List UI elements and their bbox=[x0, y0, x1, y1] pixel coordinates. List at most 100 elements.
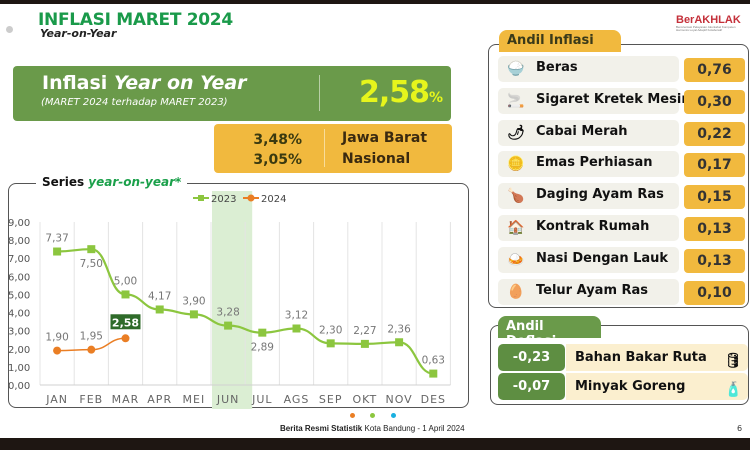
gas-cylinder-icon: 🛢 bbox=[724, 353, 742, 369]
comparison-box: 3,48% 3,05% Jawa Barat Nasional bbox=[214, 124, 452, 173]
andil-inflasi-item: 🏠 Kontrak Rumah 0,13 bbox=[498, 215, 747, 241]
footer-source: Berita Resmi Statistik Kota Bandung - 1 … bbox=[280, 424, 465, 433]
data-point bbox=[189, 310, 198, 319]
item-value: 0,13 bbox=[684, 217, 745, 241]
item-name: 🪙 Emas Perhiasan bbox=[498, 151, 679, 178]
data-label: 2,58 bbox=[112, 316, 139, 329]
item-value: 0,17 bbox=[684, 153, 745, 178]
item-label: Sigaret Kretek Mesin bbox=[536, 91, 691, 107]
x-tick-label: JAN bbox=[45, 393, 68, 406]
y-tick-label: 5,00 bbox=[8, 290, 30, 301]
item-name: Minyak Goreng 🧴 bbox=[566, 373, 748, 400]
andil-inflasi-item: 🥚 Telur Ayam Ras 0,10 bbox=[498, 278, 747, 305]
data-point bbox=[121, 334, 130, 343]
data-point bbox=[360, 339, 369, 348]
data-point bbox=[224, 321, 233, 330]
y-tick-label: 6,00 bbox=[8, 272, 30, 283]
y-tick-label: 0,00 bbox=[8, 381, 30, 392]
x-tick-label: AGS bbox=[284, 393, 310, 406]
data-label: 0,63 bbox=[422, 355, 445, 367]
chicken-meat-icon: 🍗 bbox=[507, 188, 525, 205]
data-label: 5,00 bbox=[114, 275, 137, 287]
data-label: 3,28 bbox=[216, 307, 239, 319]
item-name: 🌶 Cabai Merah bbox=[498, 119, 679, 146]
footer-dot-green bbox=[370, 413, 375, 418]
rice-dish-icon: 🍛 bbox=[507, 251, 525, 268]
value-unit: % bbox=[429, 90, 444, 106]
value-number: 2,58 bbox=[359, 75, 430, 110]
data-label: 4,17 bbox=[148, 290, 171, 302]
page-number: 6 bbox=[737, 424, 743, 433]
andil-inflasi-item: 🪙 Emas Perhiasan 0,17 bbox=[498, 151, 747, 178]
item-label: Beras bbox=[536, 60, 578, 75]
cigarette-pack-icon: 🚬 bbox=[507, 92, 525, 109]
andil-inflasi-item: 🍛 Nasi Dengan Lauk 0,13 bbox=[498, 246, 747, 273]
x-tick-label: SEP bbox=[319, 393, 343, 406]
item-label: Bahan Bakar Ruta bbox=[575, 350, 707, 365]
x-tick-label: APR bbox=[147, 393, 172, 406]
nasional-value: 3,05% bbox=[253, 152, 302, 168]
inflation-value: 2,58% bbox=[359, 75, 443, 110]
item-label: Nasi Dengan Lauk bbox=[536, 250, 669, 266]
yoy-line-chart: 0,00 1,00 2,00 3,00 4,00 5,00 6,00 7,00 8,00 9,00… bbox=[8, 191, 451, 409]
item-name: 🏠 Kontrak Rumah bbox=[498, 215, 679, 241]
item-value: 0,13 bbox=[684, 248, 745, 273]
y-tick-label: 2,00 bbox=[8, 345, 30, 356]
data-label: 1,90 bbox=[45, 332, 68, 344]
egg-icon: 🥚 bbox=[507, 283, 525, 300]
item-name: 🥚 Telur Ayam Ras bbox=[498, 278, 679, 305]
data-point bbox=[53, 247, 62, 256]
data-label: 2,36 bbox=[387, 323, 411, 335]
andil-inflasi-item: 🍚 Beras 0,76 bbox=[498, 56, 747, 82]
data-label: 3,12 bbox=[285, 309, 308, 321]
andil-inflasi-item: 🍗 Daging Ayam Ras 0,15 bbox=[498, 183, 747, 210]
nasional-label: Nasional bbox=[342, 151, 411, 167]
divider bbox=[324, 129, 325, 167]
x-tick-label: JUL bbox=[251, 393, 272, 406]
bottom-bar bbox=[0, 438, 750, 450]
chart-title-italic: year-on-year* bbox=[88, 175, 182, 189]
data-label: 7,50 bbox=[80, 258, 103, 270]
yoy-inflation-banner: Inflasi Year on Year (MARET 2024 terhada… bbox=[13, 66, 451, 121]
data-label: 2,89 bbox=[251, 342, 274, 354]
item-name: Bahan Bakar Ruta 🛢 bbox=[566, 344, 748, 371]
item-label: Kontrak Rumah bbox=[536, 219, 650, 234]
legend-label: 2024 bbox=[261, 194, 286, 205]
data-point bbox=[292, 324, 301, 333]
chart-title: Series year-on-year* bbox=[36, 175, 188, 189]
data-point bbox=[326, 339, 335, 348]
banner-heading: Inflasi Year on Year bbox=[42, 72, 247, 94]
logo-text: BerAKHLAK bbox=[676, 14, 741, 26]
data-point bbox=[155, 305, 164, 314]
item-label: Telur Ayam Ras bbox=[536, 282, 649, 298]
item-label: Minyak Goreng bbox=[575, 379, 686, 394]
item-name: 🍚 Beras bbox=[498, 56, 679, 82]
jabar-value: 3,48% bbox=[253, 132, 302, 148]
x-tick-label: OKT bbox=[353, 393, 378, 406]
x-tick-label: NOV bbox=[385, 393, 412, 406]
data-label: 3,90 bbox=[182, 295, 205, 307]
item-name: 🍛 Nasi Dengan Lauk bbox=[498, 246, 679, 273]
bullet-dot bbox=[6, 26, 13, 33]
page-title: INFLASI MARET 2024 bbox=[38, 10, 233, 30]
data-label: 2,27 bbox=[353, 325, 376, 337]
item-label: Cabai Merah bbox=[536, 123, 628, 139]
cooking-oil-icon: 🧴 bbox=[724, 382, 742, 398]
data-point bbox=[53, 346, 62, 355]
item-label: Daging Ayam Ras bbox=[536, 187, 664, 203]
top-bar bbox=[0, 0, 750, 4]
y-tick-label: 1,00 bbox=[8, 363, 30, 374]
data-point bbox=[121, 290, 130, 299]
andil-inflasi-item: 🚬 Sigaret Kretek Mesin 0,30 bbox=[498, 87, 747, 114]
footer-dot-blue bbox=[391, 413, 396, 418]
data-point bbox=[87, 345, 96, 354]
current-value-box bbox=[110, 314, 141, 330]
series-line-2023 bbox=[57, 248, 434, 375]
y-tick-label: 3,00 bbox=[8, 327, 30, 338]
item-label: Emas Perhiasan bbox=[536, 155, 653, 171]
source-rest: Kota Bandung - 1 April 2024 bbox=[362, 424, 465, 433]
item-value: 0,10 bbox=[684, 280, 745, 305]
banner-period: (MARET 2024 terhadap MARET 2023) bbox=[41, 97, 228, 108]
data-point bbox=[429, 369, 438, 378]
andil-deflasi-item: -0,23 Bahan Bakar Ruta 🛢 bbox=[498, 344, 748, 371]
